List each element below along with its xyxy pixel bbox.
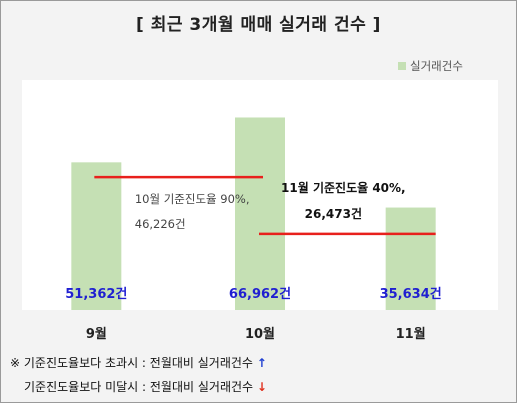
footnote-under: 기준진도율보다 미달시 : 전월대비 실거래건수 ↓ (24, 378, 267, 395)
bar-0 (71, 162, 122, 310)
data-label-0: 51,362건 (65, 286, 127, 302)
footnote-over-text: 기준진도율보다 초과시 : 전월대비 실거래건수 (23, 356, 253, 370)
arrow-up-icon: ↑ (256, 356, 267, 370)
legend-swatch (398, 62, 406, 70)
footnote-over: ※ 기준진도율보다 초과시 : 전월대비 실거래건수 ↑ (10, 354, 267, 371)
bar-1 (235, 117, 285, 310)
plot-area: 51,362건 66,962건 35,634건 9월 10월 11월 10월 기준진도율 9… (22, 80, 498, 340)
annotation-1-line2: 26,473건 (305, 206, 362, 221)
annotation-1-line1: 11월 기준진도율 40%, (281, 180, 406, 195)
arrow-down-icon: ↓ (256, 380, 267, 394)
footnote-under-text: 기준진도율보다 미달시 : 전월대비 실거래건수 (24, 380, 254, 394)
data-label-2: 35,634건 (380, 286, 442, 302)
footnote-marker: ※ (10, 356, 21, 370)
x-tick-label-0: 9월 (86, 326, 107, 340)
chart-title: [ 최근 3개월 매매 실거래 건수 ] (136, 15, 381, 35)
chart-svg: 51,362건 66,962건 35,634건 9월 10월 11월 10월 기준진도율 9… (65, 117, 442, 340)
x-tick-label-2: 11월 (396, 326, 426, 340)
legend-label: 실거래건수 (410, 59, 463, 73)
data-label-1: 66,962건 (229, 286, 291, 302)
annotation-0-line1: 10월 기준진도율 90%, (135, 192, 250, 206)
x-tick-label-1: 10월 (245, 326, 275, 340)
legend: 실거래건수 (398, 58, 463, 74)
bar-2 (385, 207, 436, 310)
annotation-0-line2: 46,226건 (135, 217, 186, 231)
